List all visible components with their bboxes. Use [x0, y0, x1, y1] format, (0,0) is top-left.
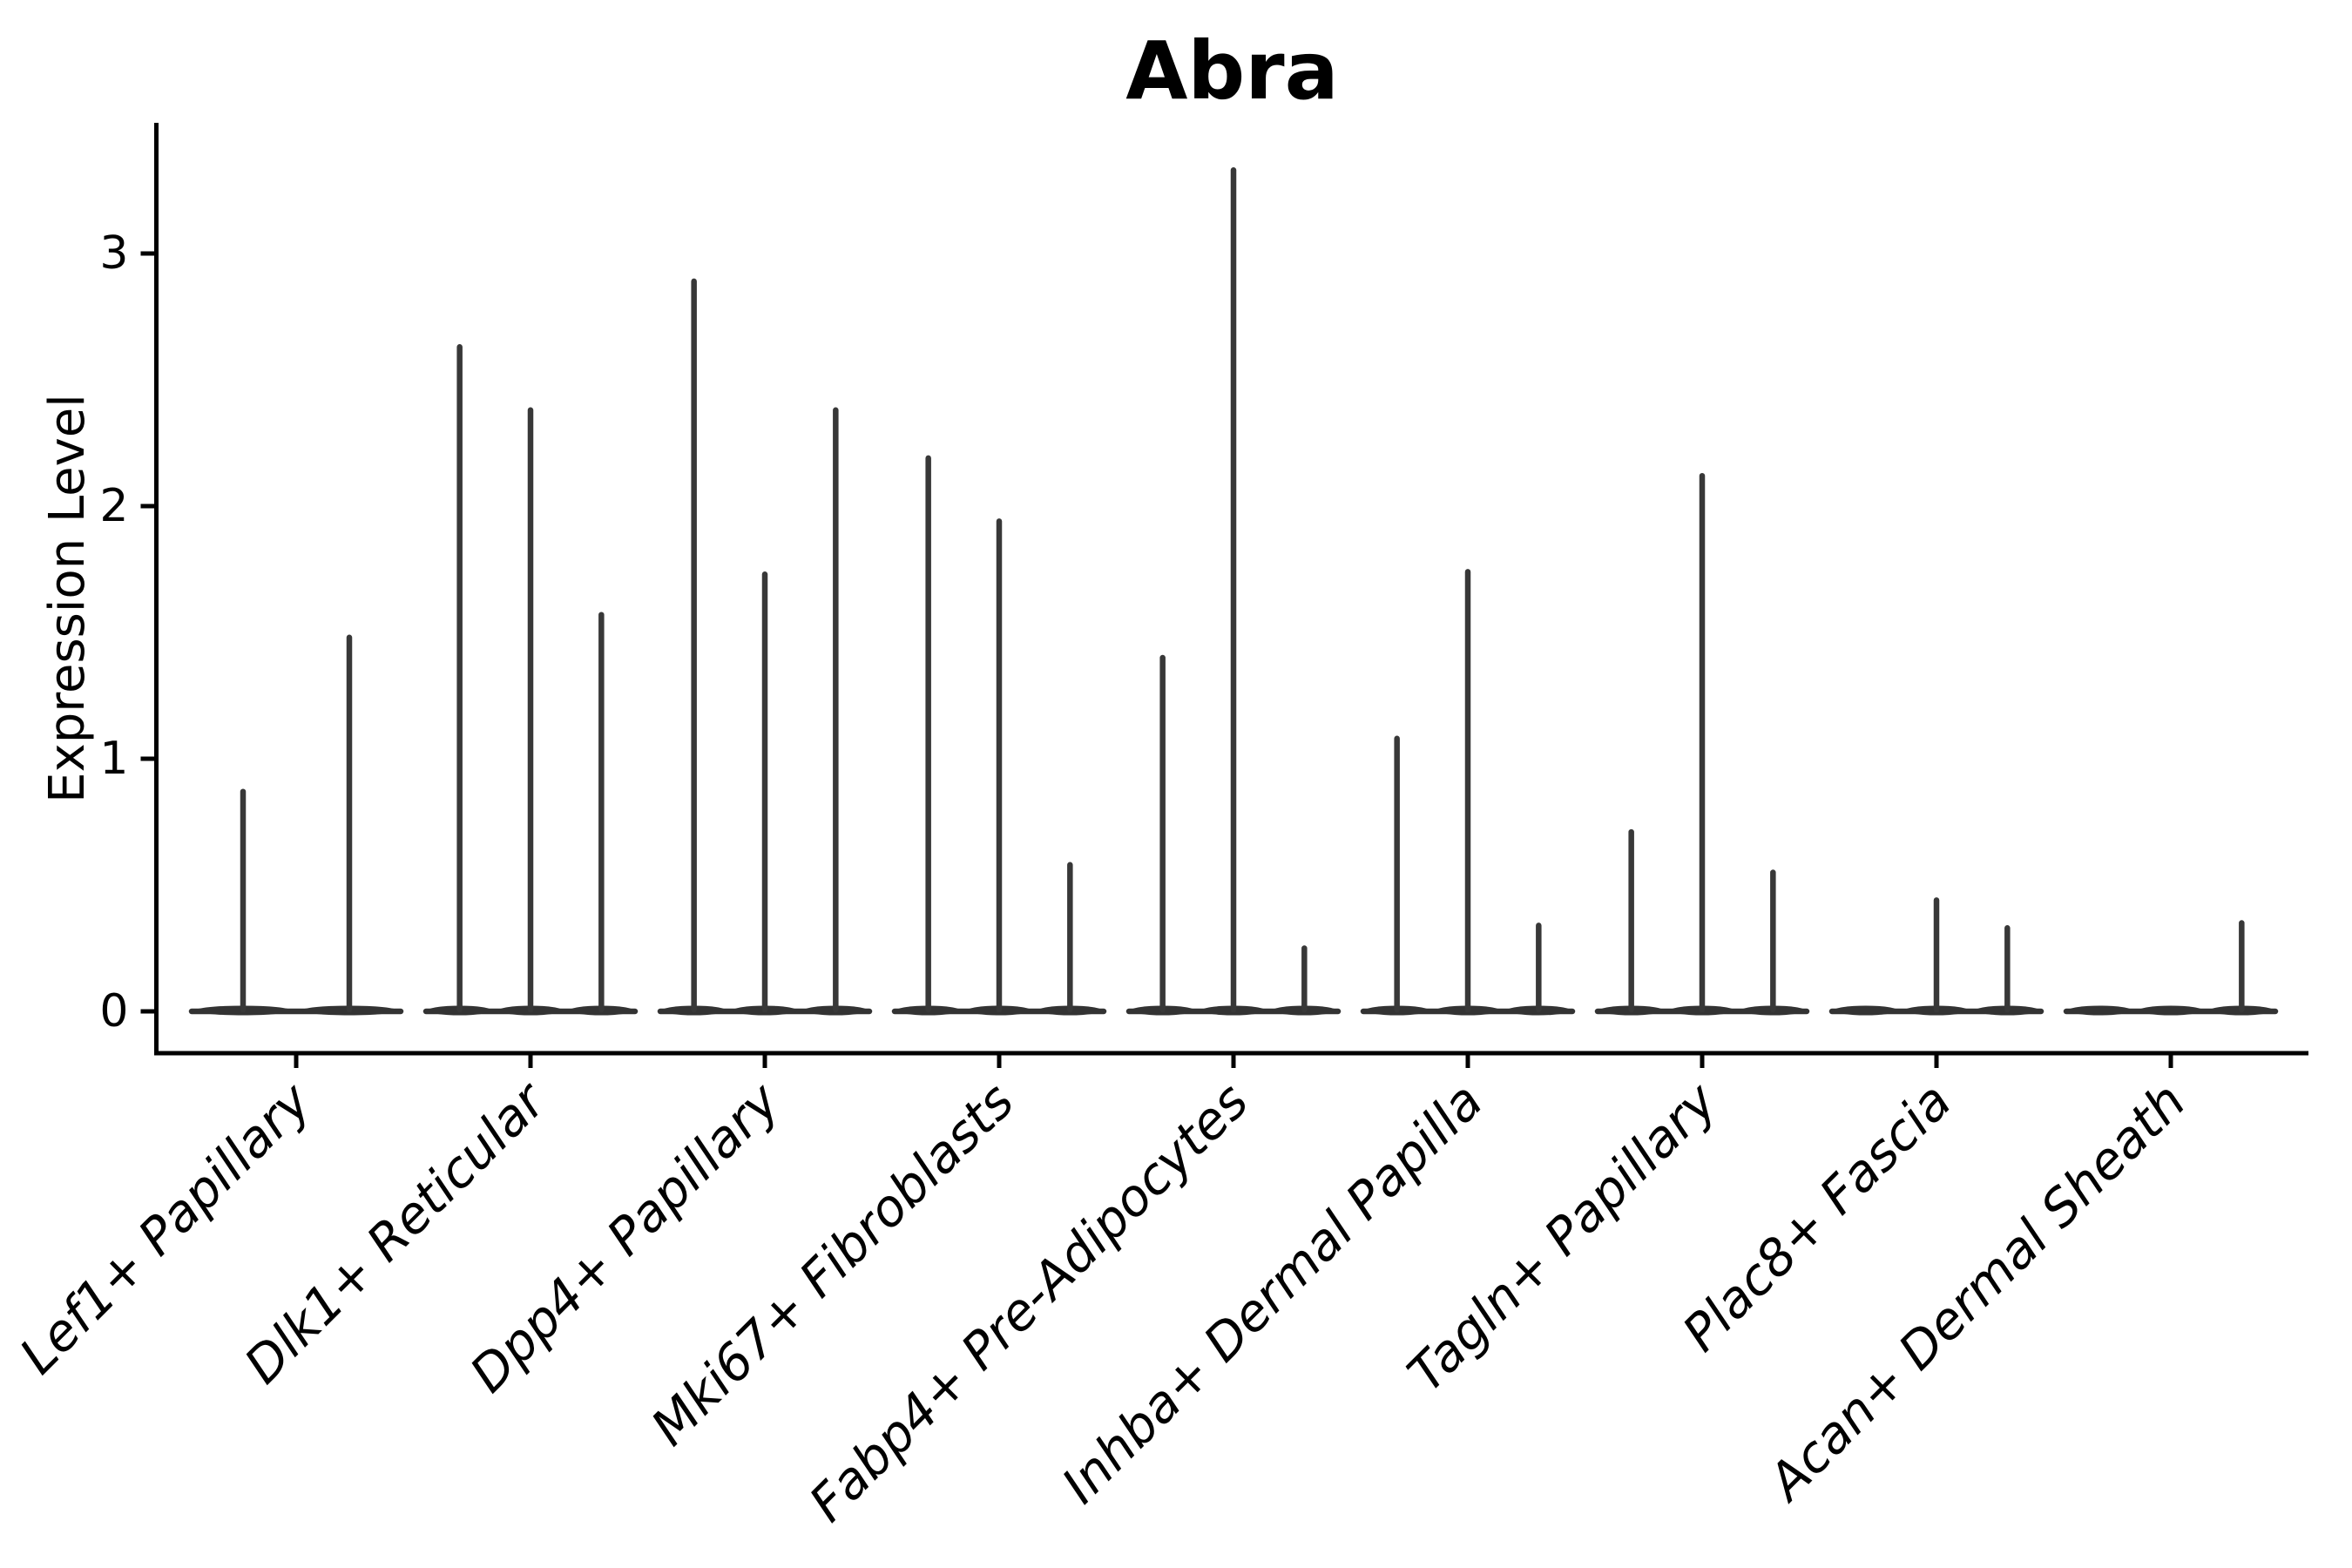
x-tick-label: Fabp4+ Pre-Adipocytes — [798, 1071, 1260, 1533]
violin-body — [2068, 1005, 2132, 1016]
chart-title: Abra — [1125, 24, 1339, 118]
axis-spines — [154, 123, 2308, 1056]
violin-body — [1834, 1005, 1898, 1016]
violin-body — [2139, 1005, 2203, 1016]
y-tick-label: 0 — [99, 985, 128, 1037]
y-tick-label: 3 — [99, 227, 128, 280]
y-axis-label: Expression Level — [39, 394, 96, 803]
y-tick-label: 1 — [99, 733, 128, 785]
x-tick-label: Acan+ Dermal Sheath — [1754, 1071, 2197, 1514]
x-tick-label: Inhba+ Dermal Papilla — [1051, 1071, 1494, 1515]
y-tick-label: 2 — [99, 480, 128, 532]
